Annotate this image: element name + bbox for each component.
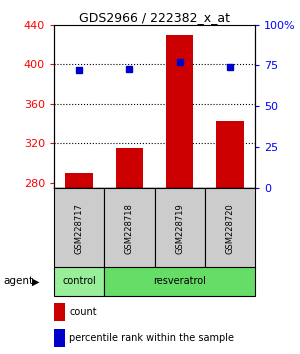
- Text: count: count: [69, 307, 97, 317]
- FancyBboxPatch shape: [205, 188, 255, 269]
- Text: agent: agent: [3, 276, 33, 286]
- FancyBboxPatch shape: [104, 267, 255, 296]
- Bar: [116, 148, 143, 188]
- Title: GDS2966 / 222382_x_at: GDS2966 / 222382_x_at: [79, 11, 230, 24]
- Bar: [216, 120, 244, 188]
- Bar: [166, 35, 194, 188]
- Bar: [54, 329, 65, 347]
- Bar: [65, 173, 93, 188]
- Text: GSM228720: GSM228720: [225, 203, 234, 254]
- Text: percentile rank within the sample: percentile rank within the sample: [69, 333, 234, 343]
- FancyBboxPatch shape: [54, 267, 104, 296]
- Text: control: control: [62, 276, 96, 286]
- FancyBboxPatch shape: [54, 188, 104, 269]
- Bar: [54, 303, 65, 321]
- Text: GSM228717: GSM228717: [75, 203, 84, 254]
- FancyBboxPatch shape: [154, 188, 205, 269]
- Text: GSM228719: GSM228719: [175, 203, 184, 254]
- FancyBboxPatch shape: [104, 188, 154, 269]
- Text: ▶: ▶: [32, 276, 40, 286]
- Text: GSM228718: GSM228718: [125, 203, 134, 254]
- Text: resveratrol: resveratrol: [153, 276, 206, 286]
